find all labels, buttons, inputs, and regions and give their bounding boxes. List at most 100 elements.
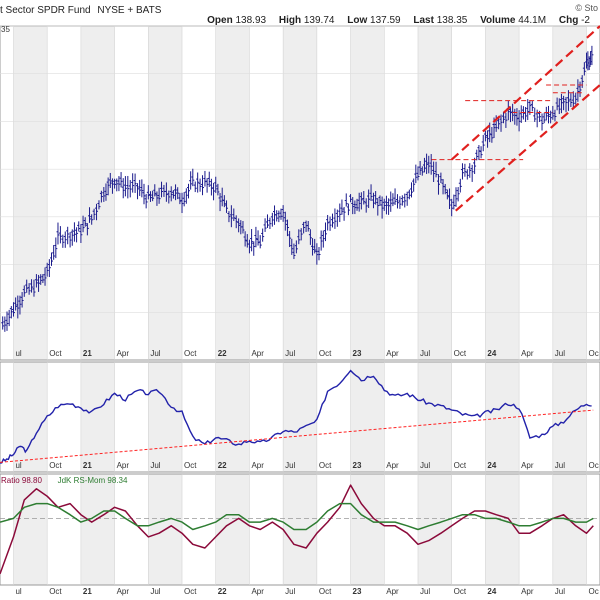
ohlc-bar — [436, 174, 440, 195]
ohlc-bar — [11, 302, 15, 317]
shade-band — [552, 26, 587, 360]
high-label: High — [278, 15, 302, 26]
x-tick-label: 22 — [218, 461, 227, 470]
ohlc-bar — [380, 196, 384, 219]
ohlc-bar — [216, 183, 220, 196]
ohlc-bar — [261, 228, 265, 242]
x-tick-label: 24 — [487, 587, 496, 596]
x-tick-label: Jul — [420, 461, 430, 470]
chart-title: t Sector SPDR Fund NYSE + BATS — [0, 5, 161, 16]
ohlc-bar — [18, 295, 22, 315]
shade-band — [80, 474, 115, 585]
ohlc-bar — [353, 200, 357, 215]
ohlc-bar — [47, 259, 51, 278]
last-label: Last — [413, 15, 434, 26]
ohlc-bar — [557, 98, 561, 115]
ohlc-bar — [483, 130, 487, 142]
x-tick-label: Oc — [589, 461, 599, 470]
ohlc-bar — [142, 183, 146, 205]
ohlc-bar — [578, 81, 582, 97]
ohlc-bar — [313, 238, 317, 254]
ohlc-bar — [266, 214, 270, 228]
x-tick-label: 24 — [487, 349, 496, 358]
x-tick-label: ul — [15, 461, 21, 470]
ohlc-bar — [351, 197, 355, 215]
ohlc-bar — [580, 75, 584, 88]
ohlc-bar — [140, 179, 144, 198]
high-value: 139.74 — [303, 15, 335, 26]
ohlc-bar — [256, 230, 260, 246]
ohlc-bar — [155, 191, 159, 206]
ohlc-bar — [576, 79, 580, 102]
ohlc-bar — [456, 187, 460, 202]
ohlc-bar — [410, 182, 414, 198]
ohlc-bar — [232, 208, 236, 222]
x-tick-label: Jul — [555, 349, 565, 358]
ohlc-bar — [45, 262, 49, 277]
ohlc-bar — [574, 92, 578, 105]
relative-strength-line — [0, 369, 592, 464]
x-tick-label: Jul — [555, 461, 565, 470]
ohlc-bar — [5, 311, 9, 331]
low-value: 137.59 — [370, 15, 401, 26]
last-value: 138.35 — [436, 15, 468, 26]
x-tick-label: Jul — [150, 461, 160, 470]
x-tick-label: 21 — [83, 349, 92, 358]
x-tick-label: Oct — [49, 461, 62, 470]
x-tick-label: Apr — [521, 587, 534, 596]
ohlc-bar — [465, 169, 469, 180]
x-tick-label: 23 — [353, 349, 362, 358]
ohlc-bar — [102, 187, 106, 202]
ohlc-bar — [405, 191, 409, 206]
ohlc-bar — [207, 171, 211, 187]
ohlc-bar — [121, 178, 125, 199]
ohlc-bar — [384, 195, 388, 215]
ohlc-bar — [99, 190, 103, 203]
x-tick-label: Oct — [454, 349, 467, 358]
ohlc-bar — [400, 195, 404, 206]
rs-trendline — [0, 409, 594, 463]
ohlc-bar — [335, 209, 339, 227]
ohlc-bar — [97, 200, 101, 210]
rrg-series-line — [0, 484, 594, 575]
ohlc-bar — [344, 193, 348, 207]
ohlc-bar — [275, 210, 279, 222]
ohlc-bar — [54, 237, 58, 259]
ohlc-bar — [367, 189, 371, 209]
ohlc-bar — [234, 215, 238, 229]
x-tick-label: 23 — [353, 461, 362, 470]
x-tick-label: Jul — [150, 587, 160, 596]
ohlc-bar — [359, 192, 363, 210]
ohlc-bar — [243, 231, 247, 247]
ohlc-readout: Open 138.93 High 139.74 Low 137.59 Last … — [207, 15, 600, 26]
ohlc-bar — [448, 188, 452, 210]
ohlc-bar — [157, 187, 161, 204]
ohlc-bar — [88, 207, 92, 223]
ohlc-bar — [338, 203, 342, 223]
ohlc-bar — [479, 146, 483, 159]
ohlc-bar — [144, 193, 148, 209]
shade-band — [215, 362, 250, 472]
x-tick-label: Oct — [49, 587, 62, 596]
ohlc-bar — [362, 191, 366, 205]
rrg-series-line — [0, 502, 594, 531]
shade-band — [13, 26, 48, 360]
ohlc-bar — [566, 90, 570, 111]
ohlc-bar — [270, 212, 274, 227]
shade-band — [283, 362, 317, 472]
x-tick-label: Oct — [319, 461, 332, 470]
ohlc-bar — [414, 164, 418, 184]
watermark: © Sto — [575, 3, 598, 13]
ohlc-bar — [504, 112, 508, 128]
ohlc-bar — [214, 176, 218, 193]
ohlc-bar — [258, 235, 262, 249]
ohlc-bar — [218, 193, 222, 212]
ohlc-bar — [420, 166, 424, 176]
x-tick-label: Oct — [319, 349, 332, 358]
shade-band — [417, 362, 452, 472]
x-tick-label: Oc — [589, 587, 599, 596]
ohlc-bar — [225, 200, 229, 213]
ohlc-bar — [470, 164, 474, 182]
ohlc-bar — [342, 206, 346, 221]
